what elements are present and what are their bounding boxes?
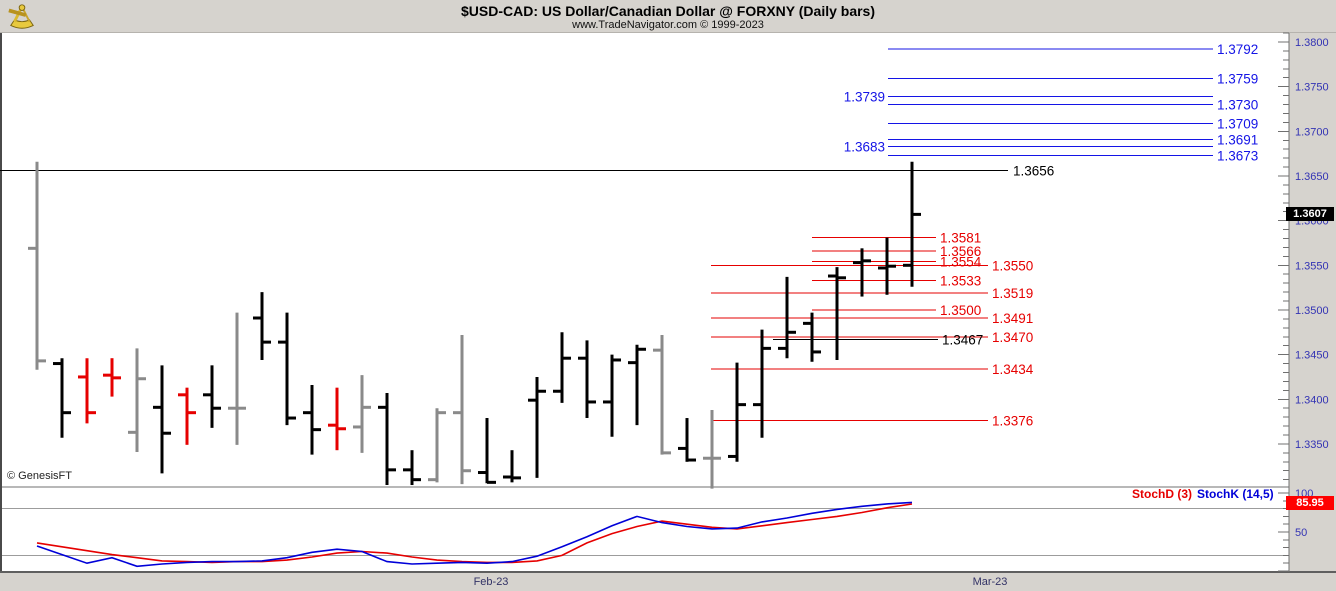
x-axis-label-feb: Feb-23 bbox=[473, 576, 509, 588]
chart-title: $USD-CAD: US Dollar/Canadian Dollar @ FO… bbox=[460, 3, 876, 19]
y-axis-label-1.3550: 1.3550 bbox=[1295, 260, 1329, 272]
price-level-label-1.3691: 1.3691 bbox=[1217, 132, 1258, 147]
last-price-badge: 1.3607 bbox=[1286, 207, 1334, 221]
y-axis-label-1.3500: 1.3500 bbox=[1295, 305, 1329, 317]
price-level-label-1.3470: 1.3470 bbox=[992, 330, 1033, 345]
stoch-value-badge: 85.95 bbox=[1286, 496, 1334, 510]
price-level-label-1.3467: 1.3467 bbox=[942, 332, 983, 347]
price-level-label-1.3656: 1.3656 bbox=[1013, 164, 1054, 179]
x-axis-label-mar: Mar-23 bbox=[972, 576, 1008, 588]
price-level-label-1.3533: 1.3533 bbox=[940, 273, 981, 288]
sextant-logo-icon bbox=[8, 4, 34, 29]
price-level-label-1.3434: 1.3434 bbox=[992, 362, 1034, 377]
price-level-label-1.3759: 1.3759 bbox=[1217, 72, 1258, 87]
chart-header: $USD-CAD: US Dollar/Canadian Dollar @ FO… bbox=[0, 0, 1336, 33]
y-axis-label-1.3650: 1.3650 bbox=[1295, 171, 1329, 183]
price-level-label-1.3792: 1.3792 bbox=[1217, 42, 1258, 57]
price-level-label-1.3709: 1.3709 bbox=[1217, 116, 1258, 131]
price-level-label-1.3739: 1.3739 bbox=[844, 89, 885, 104]
price-level-label-1.3500: 1.3500 bbox=[940, 303, 981, 318]
y-axis-label-1.3350: 1.3350 bbox=[1295, 439, 1329, 451]
genesisft-watermark: © GenesisFT bbox=[7, 470, 72, 482]
price-axis-strip[interactable] bbox=[1290, 33, 1336, 573]
y-axis-label-1.3800: 1.3800 bbox=[1295, 37, 1329, 49]
price-level-label-1.3566: 1.3566 bbox=[940, 244, 981, 259]
price-level-label-1.3730: 1.3730 bbox=[1217, 98, 1258, 113]
y-axis-label-1.3750: 1.3750 bbox=[1295, 82, 1329, 94]
price-level-label-1.3519: 1.3519 bbox=[992, 286, 1033, 301]
price-level-label-1.3673: 1.3673 bbox=[1217, 148, 1258, 163]
y-axis-label-1.3700: 1.3700 bbox=[1295, 126, 1329, 138]
chart-subtitle: www.TradeNavigator.com © 1999-2023 bbox=[572, 19, 764, 31]
price-level-label-1.3554: 1.3554 bbox=[940, 255, 982, 270]
y-axis-label-1.3450: 1.3450 bbox=[1295, 350, 1329, 362]
price-level-label-1.3581: 1.3581 bbox=[940, 231, 981, 246]
price-level-label-1.3550: 1.3550 bbox=[992, 258, 1033, 273]
y-axis-label-1.3400: 1.3400 bbox=[1295, 394, 1329, 406]
stoch-axis-label-50: 50 bbox=[1295, 527, 1307, 539]
stochk-series-label: StochK (14,5) bbox=[1197, 487, 1274, 501]
price-level-label-1.3491: 1.3491 bbox=[992, 311, 1033, 326]
price-level-label-1.3683: 1.3683 bbox=[844, 140, 885, 155]
stochk-curve bbox=[36, 501, 913, 568]
price-level-label-1.3376: 1.3376 bbox=[992, 414, 1033, 429]
stochd-series-label: StochD (3) bbox=[1132, 487, 1192, 501]
panel-left-border bbox=[0, 33, 2, 573]
stochd-curve bbox=[36, 503, 913, 564]
time-axis-strip[interactable] bbox=[0, 574, 1336, 591]
